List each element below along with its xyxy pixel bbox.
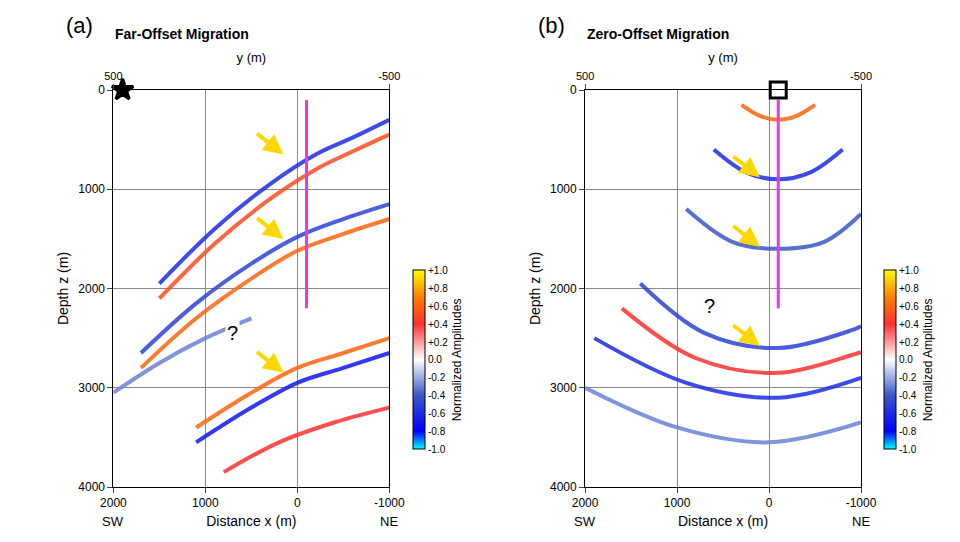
svg-text:(a): (a) — [66, 13, 93, 38]
svg-text:(b): (b) — [538, 13, 565, 38]
svg-text:0: 0 — [294, 496, 301, 510]
svg-text:y (m): y (m) — [708, 50, 738, 65]
svg-text:1000: 1000 — [192, 496, 219, 510]
svg-text:2000: 2000 — [78, 282, 105, 296]
svg-text:+0.8: +0.8 — [899, 283, 919, 294]
svg-text:NE: NE — [852, 514, 870, 529]
svg-text:+0.2: +0.2 — [899, 337, 919, 348]
svg-text:0.0: 0.0 — [428, 354, 442, 365]
svg-text:Zero-Offset Migration: Zero-Offset Migration — [587, 26, 729, 42]
svg-text:0: 0 — [766, 496, 773, 510]
svg-text:-0.4: -0.4 — [899, 390, 917, 401]
svg-text:-500: -500 — [378, 70, 400, 82]
svg-text:2000: 2000 — [100, 496, 127, 510]
svg-text:-0.6: -0.6 — [899, 408, 917, 419]
svg-text:Distance x (m): Distance x (m) — [678, 513, 768, 529]
svg-text:0: 0 — [570, 83, 577, 97]
svg-text:NE: NE — [380, 514, 398, 529]
svg-text:?: ? — [227, 322, 238, 344]
svg-text:-1.0: -1.0 — [899, 444, 917, 455]
svg-text:y (m): y (m) — [237, 50, 267, 65]
svg-text:4000: 4000 — [78, 480, 105, 494]
svg-text:3000: 3000 — [550, 381, 577, 395]
svg-text:1000: 1000 — [78, 182, 105, 196]
svg-text:SW: SW — [102, 514, 124, 529]
svg-text:1000: 1000 — [664, 496, 691, 510]
svg-text:2000: 2000 — [572, 496, 599, 510]
svg-text:2000: 2000 — [550, 282, 577, 296]
svg-text:-0.2: -0.2 — [899, 372, 917, 383]
svg-text:500: 500 — [104, 70, 122, 82]
svg-text:+0.8: +0.8 — [428, 283, 448, 294]
svg-text:0.0: 0.0 — [899, 354, 913, 365]
svg-text:-500: -500 — [850, 70, 872, 82]
svg-text:0: 0 — [98, 83, 105, 97]
svg-text:1000: 1000 — [550, 182, 577, 196]
svg-text:-0.6: -0.6 — [428, 408, 446, 419]
svg-text:-1000: -1000 — [846, 496, 877, 510]
svg-text:+1.0: +1.0 — [428, 265, 448, 276]
svg-text:500: 500 — [576, 70, 594, 82]
svg-text:+1.0: +1.0 — [899, 265, 919, 276]
svg-text:Normalized Amplitudes: Normalized Amplitudes — [450, 299, 464, 422]
svg-text:+0.6: +0.6 — [899, 301, 919, 312]
svg-text:?: ? — [704, 295, 715, 317]
svg-text:+0.4: +0.4 — [428, 319, 448, 330]
svg-text:+0.2: +0.2 — [428, 337, 448, 348]
svg-text:+0.6: +0.6 — [428, 301, 448, 312]
svg-text:-0.8: -0.8 — [899, 426, 917, 437]
svg-text:+0.4: +0.4 — [899, 319, 919, 330]
svg-text:4000: 4000 — [550, 480, 577, 494]
svg-text:3000: 3000 — [78, 381, 105, 395]
svg-text:-0.4: -0.4 — [428, 390, 446, 401]
svg-text:Depth z (m): Depth z (m) — [55, 252, 71, 325]
svg-text:-0.8: -0.8 — [428, 426, 446, 437]
svg-text:Far-Offset Migration: Far-Offset Migration — [115, 26, 249, 42]
svg-text:Normalized Amplitudes: Normalized Amplitudes — [921, 299, 935, 422]
svg-text:-1000: -1000 — [374, 496, 405, 510]
svg-text:-0.2: -0.2 — [428, 372, 446, 383]
svg-text:SW: SW — [574, 514, 596, 529]
svg-text:Depth z (m): Depth z (m) — [527, 252, 543, 325]
svg-text:Distance x (m): Distance x (m) — [206, 513, 296, 529]
svg-text:-1.0: -1.0 — [428, 444, 446, 455]
